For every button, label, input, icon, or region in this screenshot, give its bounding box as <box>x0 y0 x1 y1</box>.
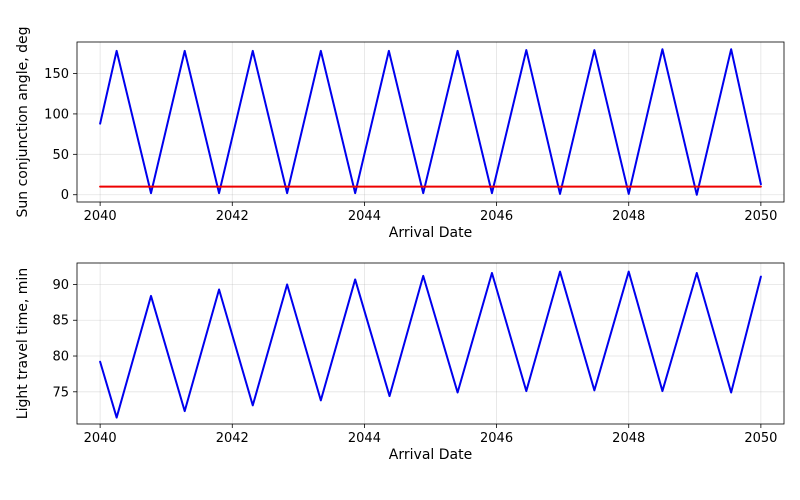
y-axis-label: Light travel time, min <box>15 268 31 419</box>
x-tick-label: 2042 <box>216 431 249 446</box>
x-tick-label: 2046 <box>480 431 513 446</box>
y-tick-label: 150 <box>44 67 69 82</box>
y-tick-label: 0 <box>61 188 69 203</box>
y-tick-label: 50 <box>52 148 69 163</box>
y-tick-label: 100 <box>44 107 69 122</box>
plot-frame <box>76 41 785 203</box>
x-tick-label: 2042 <box>216 209 249 224</box>
x-tick-label: 2044 <box>348 431 381 446</box>
x-tick-label: 2046 <box>480 209 513 224</box>
series-line-0 <box>99 270 762 419</box>
x-tick-label: 2050 <box>744 431 777 446</box>
x-axis-label: Arrival Date <box>389 225 472 241</box>
x-tick-label: 2040 <box>84 431 117 446</box>
y-tick-label: 85 <box>52 314 69 329</box>
series-line-0 <box>99 48 762 196</box>
y-tick-label: 75 <box>52 385 69 400</box>
x-tick-label: 2040 <box>84 209 117 224</box>
x-tick-label: 2048 <box>612 209 645 224</box>
plot-frame <box>76 262 785 425</box>
light-travel-time-chart: 2040 2042 2044 2046 2048 2050 75 80 85 90 Arrival … <box>15 262 785 463</box>
y-tick-label: 80 <box>52 350 69 365</box>
x-tick-label: 2048 <box>612 431 645 446</box>
conjunction-angle-chart: 2040 2042 2044 2046 2048 2050 0 50 100 150 Arrival… <box>15 27 785 241</box>
y-tick-label: 90 <box>52 278 69 293</box>
x-tick-label: 2050 <box>744 209 777 224</box>
y-axis-label: Sun conjunction angle, deg <box>15 27 31 218</box>
x-tick-label: 2044 <box>348 209 381 224</box>
x-axis-label: Arrival Date <box>389 447 472 463</box>
